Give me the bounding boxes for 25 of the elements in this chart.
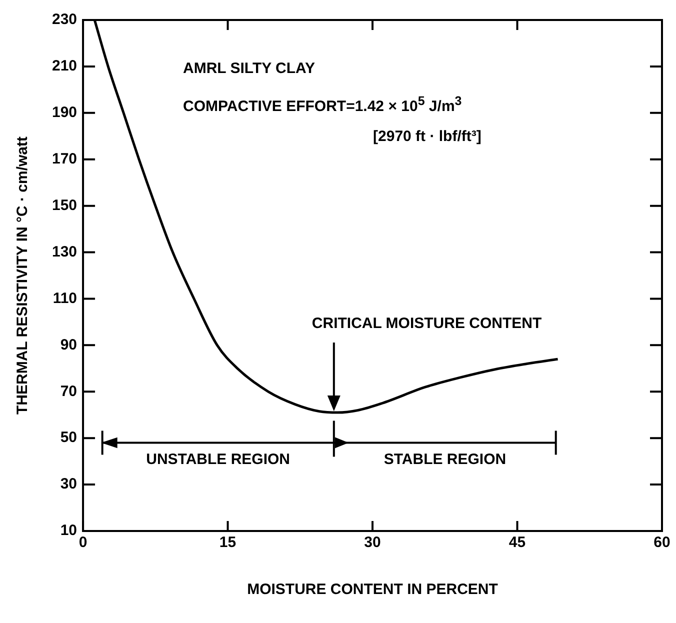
- y-tick-label: 90: [60, 336, 78, 354]
- annotation: UNSTABLE REGION: [146, 450, 290, 468]
- x-tick-label: 15: [219, 534, 236, 552]
- x-tick-label: 0: [78, 534, 88, 552]
- y-tick-label: 70: [60, 382, 78, 400]
- annotation: [2970 ft · lbf/ft³]: [373, 128, 482, 145]
- annotation: CRITICAL MOISTURE CONTENT: [312, 314, 542, 332]
- y-tick-label: 110: [52, 290, 78, 307]
- annotation: STABLE REGION: [384, 450, 506, 468]
- y-tick-label: 190: [52, 104, 78, 122]
- y-tick-label: 50: [60, 429, 78, 446]
- x-tick-label: 60: [654, 534, 670, 552]
- y-tick-label: 30: [60, 476, 78, 493]
- y-axis-title: THERMAL RESISTIVITY IN °C · cm/watt: [14, 136, 32, 414]
- y-tick-label: 170: [52, 150, 78, 168]
- annotation: AMRL SILTY CLAY: [183, 60, 315, 77]
- annotation: COMPACTIVE EFFORT=1.42 × 10$^{5}$ J/m$^{3}$: [183, 94, 462, 115]
- y-tick-label: 230: [52, 11, 78, 28]
- x-axis-title: MOISTURE CONTENT IN PERCENT: [247, 581, 498, 598]
- y-tick-label: 150: [52, 196, 78, 214]
- x-tick-label: 30: [364, 534, 381, 552]
- y-tick-label: 130: [52, 243, 78, 260]
- x-tick-label: 45: [508, 534, 526, 552]
- y-tick-label: 10: [60, 522, 78, 540]
- y-tick-label: 210: [52, 58, 78, 75]
